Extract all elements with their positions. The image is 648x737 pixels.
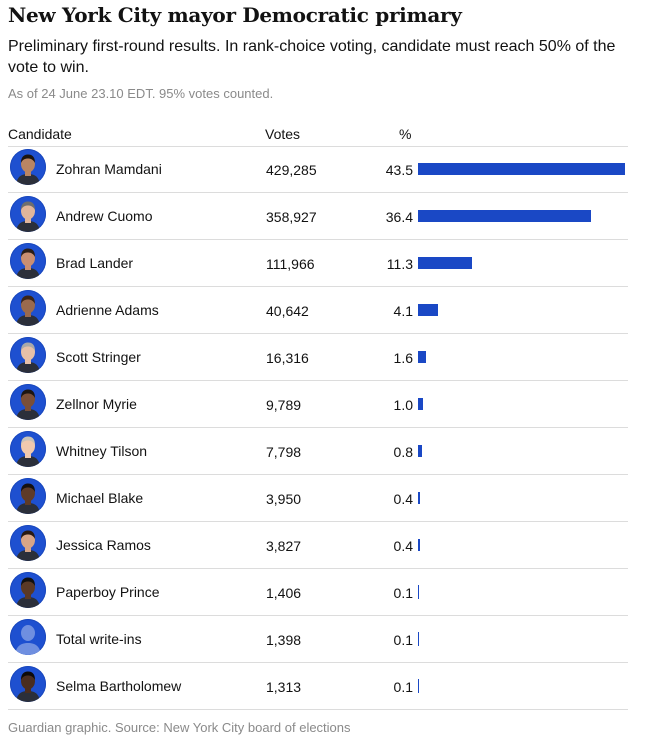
vote-percent: 0.1	[393, 585, 413, 601]
candidate-name: Zohran Mamdani	[56, 161, 162, 177]
table-row: Jessica Ramos 3,827 0.4	[8, 522, 628, 569]
candidate-avatar	[10, 196, 46, 232]
vote-count: 40,642	[266, 303, 309, 319]
vote-count: 9,789	[266, 397, 302, 413]
table-row: Selma Bartholomew 1,313 0.1	[8, 663, 628, 710]
vote-count: 429,285	[266, 162, 317, 178]
vote-share-bar	[418, 492, 420, 504]
candidate-avatar	[10, 384, 46, 420]
candidate-avatar	[10, 478, 46, 514]
candidate-avatar	[10, 337, 46, 373]
vote-percent: 0.8	[393, 444, 413, 460]
column-header-percent: %	[399, 126, 412, 142]
candidate-avatar	[10, 525, 46, 561]
vote-count: 1,313	[266, 679, 302, 695]
vote-percent: 36.4	[385, 209, 413, 225]
table-row: Adrienne Adams 40,642 4.1	[8, 287, 628, 334]
candidate-name: Brad Lander	[56, 255, 134, 271]
candidate-avatar	[10, 149, 46, 185]
vote-share-bar	[418, 585, 419, 599]
vote-percent: 1.6	[393, 350, 413, 366]
vote-share-bar	[418, 304, 438, 316]
vote-percent: 0.1	[393, 632, 413, 648]
table-row: Zohran Mamdani 429,285 43.5	[8, 146, 628, 193]
candidate-avatar	[10, 572, 46, 608]
vote-percent: 11.3	[386, 256, 413, 272]
vote-share-bar	[418, 398, 423, 410]
vote-percent: 0.4	[393, 538, 413, 554]
timestamp: As of 24 June 23.10 EDT. 95% votes count…	[8, 86, 274, 101]
table-row: Paperboy Prince 1,406 0.1	[8, 569, 628, 616]
table-header: Candidate Votes %	[8, 124, 628, 147]
table-row: Scott Stringer 16,316 1.6	[8, 334, 628, 381]
table-row: Brad Lander 111,966 11.3	[8, 240, 628, 287]
vote-count: 16,316	[266, 350, 309, 366]
vote-share-bar	[418, 539, 420, 551]
candidate-name: Scott Stringer	[56, 349, 141, 365]
candidate-name: Andrew Cuomo	[56, 208, 153, 224]
vote-count: 7,798	[266, 444, 302, 460]
candidate-name: Adrienne Adams	[56, 302, 159, 318]
candidate-name: Jessica Ramos	[56, 537, 151, 553]
vote-count: 1,398	[266, 632, 302, 648]
vote-share-bar	[418, 679, 419, 693]
vote-count: 358,927	[266, 209, 317, 225]
candidate-name: Zellnor Myrie	[56, 396, 137, 412]
candidate-name: Whitney Tilson	[56, 443, 148, 459]
vote-count: 1,406	[266, 585, 302, 601]
vote-count: 3,827	[266, 538, 302, 554]
vote-percent: 0.1	[393, 679, 413, 695]
candidate-avatar	[10, 431, 46, 467]
candidate-name: Selma Bartholomew	[56, 678, 182, 694]
vote-percent: 43.5	[385, 162, 413, 178]
vote-share-bar	[418, 351, 426, 363]
candidate-name: Paperboy Prince	[56, 584, 160, 600]
vote-share-bar	[418, 163, 625, 175]
vote-count: 3,950	[266, 491, 302, 507]
candidate-name: Total write-ins	[56, 631, 142, 647]
candidate-avatar	[10, 619, 46, 655]
vote-share-bar	[418, 445, 422, 457]
table-row: Andrew Cuomo 358,927 36.4	[8, 193, 628, 240]
vote-share-bar	[418, 257, 472, 269]
candidate-avatar	[10, 290, 46, 326]
vote-percent: 1.0	[393, 397, 413, 413]
vote-share-bar	[418, 210, 591, 222]
vote-percent: 4.1	[393, 303, 413, 319]
results-table: Zohran Mamdani 429,285 43.5 Andrew Cuomo 358…	[8, 146, 628, 710]
vote-percent: 0.4	[393, 491, 413, 507]
chart-title: New York City mayor Democratic primary	[8, 3, 462, 27]
candidate-avatar	[10, 243, 46, 279]
candidate-avatar	[10, 666, 46, 702]
table-row: Total write-ins 1,398 0.1	[8, 616, 628, 663]
table-row: Zellnor Myrie 9,789 1.0	[8, 381, 628, 428]
column-header-candidate: Candidate	[8, 126, 72, 142]
column-header-votes: Votes	[265, 126, 301, 142]
chart-subtitle: Preliminary first-round results. In rank…	[8, 38, 616, 76]
table-row: Michael Blake 3,950 0.4	[8, 475, 628, 522]
candidate-name: Michael Blake	[56, 490, 144, 506]
source-note: Guardian graphic. Source: New York City …	[8, 720, 351, 735]
table-row: Whitney Tilson 7,798 0.8	[8, 428, 628, 475]
vote-count: 111,966	[266, 256, 315, 272]
vote-share-bar	[418, 632, 419, 646]
